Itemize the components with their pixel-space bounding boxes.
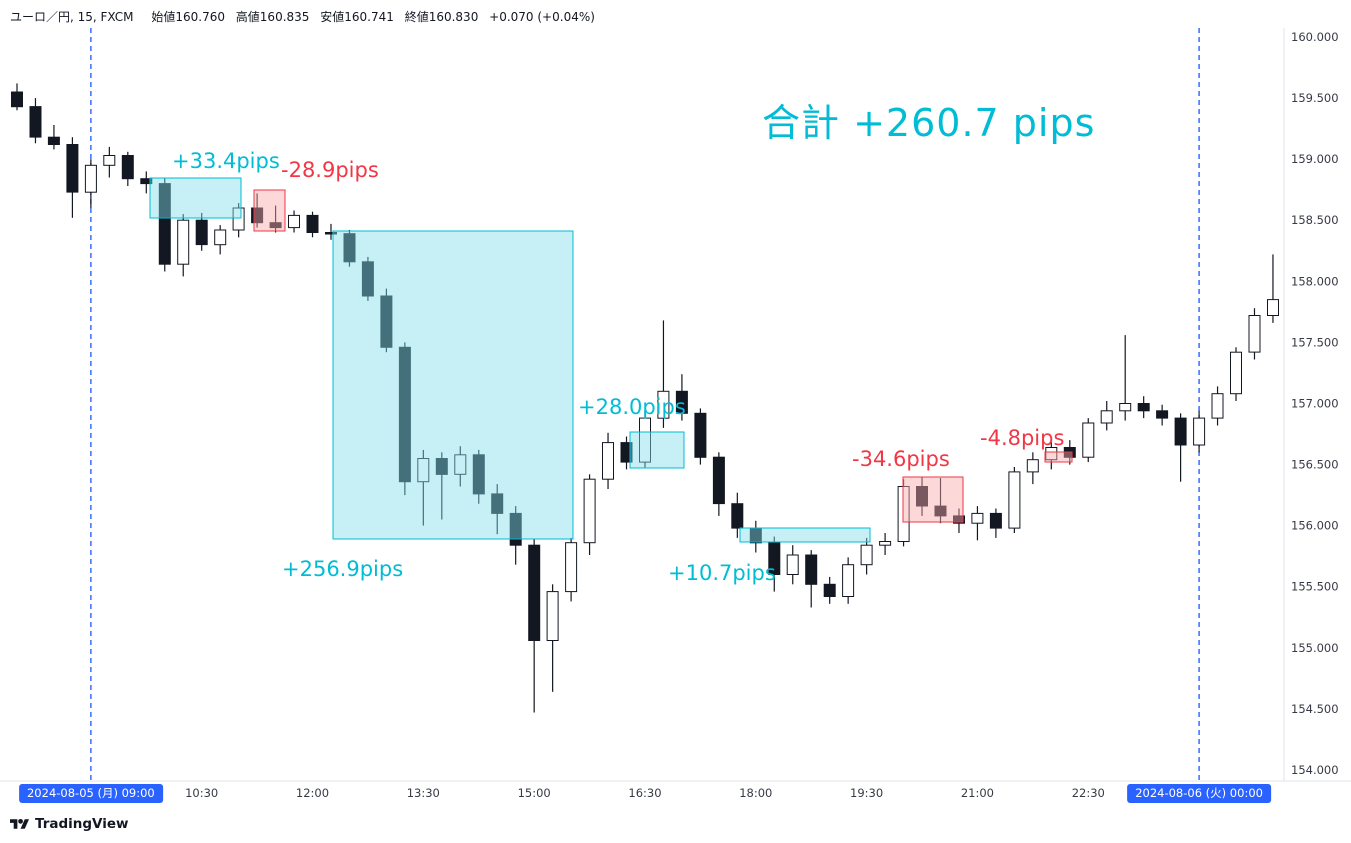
price-axis-label[interactable]: 159.000 bbox=[1291, 152, 1339, 166]
time-axis-label[interactable]: 18:00 bbox=[739, 786, 772, 800]
tradingview-attribution[interactable]: TradingView bbox=[10, 816, 129, 832]
trade-zone-rect bbox=[1044, 451, 1073, 463]
price-axis-label[interactable]: 156.000 bbox=[1291, 519, 1339, 533]
time-axis-label[interactable]: 16:30 bbox=[628, 786, 661, 800]
pips-label: +28.0pips bbox=[578, 395, 686, 419]
time-axis-label[interactable]: 12:00 bbox=[296, 786, 329, 800]
trade-zone-rect bbox=[739, 527, 871, 543]
time-axis-label[interactable]: 19:30 bbox=[850, 786, 883, 800]
close-value: 終値160.830 bbox=[404, 10, 479, 24]
chart-header: ユーロ／円, 15, FXCM 始値160.760 高値160.835 安値16… bbox=[10, 8, 602, 25]
pips-label: -28.9pips bbox=[281, 158, 379, 182]
price-axis-label[interactable]: 159.500 bbox=[1291, 91, 1339, 105]
trade-zone-rect bbox=[332, 230, 574, 540]
trade-zone-rect bbox=[149, 177, 242, 219]
time-axis-label[interactable]: 15:00 bbox=[518, 786, 551, 800]
price-axis-label[interactable]: 157.000 bbox=[1291, 397, 1339, 411]
change-value: +0.070 (+0.04%) bbox=[489, 10, 595, 24]
time-axis-label[interactable]: 21:00 bbox=[961, 786, 994, 800]
total-pips-label: 合計 +260.7 pips bbox=[762, 101, 1096, 145]
pips-label: +256.9pips bbox=[282, 557, 403, 581]
price-axis-label[interactable]: 154.500 bbox=[1291, 702, 1339, 716]
price-axis-label[interactable]: 155.000 bbox=[1291, 641, 1339, 655]
low-value: 安値160.741 bbox=[320, 10, 394, 24]
price-axis-label[interactable]: 156.500 bbox=[1291, 458, 1339, 472]
date-badge: 2024-08-06 (火) 00:00 bbox=[1127, 784, 1271, 803]
time-axis[interactable]: 10:30 12:00 13:30 15:00 16:30 18:00 19:30 21:00… bbox=[185, 786, 1105, 800]
price-axis-label[interactable]: 160.000 bbox=[1291, 30, 1339, 44]
tradingview-logo-icon bbox=[10, 817, 29, 832]
pips-label: -34.6pips bbox=[852, 447, 950, 471]
trade-zone-rect bbox=[629, 431, 685, 469]
trade-zone-rect bbox=[253, 189, 286, 232]
time-axis-label[interactable]: 10:30 bbox=[185, 786, 218, 800]
price-axis-label[interactable]: 158.500 bbox=[1291, 213, 1339, 227]
time-axis-label[interactable]: 22:30 bbox=[1072, 786, 1105, 800]
price-axis[interactable]: 160.000 159.500 159.000 158.500 158.000 157.5… bbox=[1291, 30, 1339, 777]
trade-zone-rect bbox=[902, 476, 964, 523]
candles bbox=[11, 83, 1279, 713]
price-axis-label[interactable]: 157.500 bbox=[1291, 335, 1339, 349]
symbol-info: ユーロ／円, 15, FXCM bbox=[10, 10, 134, 24]
price-axis-label[interactable]: 154.000 bbox=[1291, 763, 1339, 777]
price-axis-label[interactable]: 155.500 bbox=[1291, 580, 1339, 594]
pips-label: -4.8pips bbox=[980, 426, 1064, 450]
open-value: 始値160.760 bbox=[151, 10, 225, 24]
time-axis-label[interactable]: 13:30 bbox=[407, 786, 440, 800]
high-value: 高値160.835 bbox=[235, 10, 310, 24]
tradingview-logo-text: TradingView bbox=[35, 816, 129, 832]
pips-label: +10.7pips bbox=[668, 561, 776, 585]
pips-label: +33.4pips bbox=[172, 149, 280, 173]
price-axis-label[interactable]: 158.000 bbox=[1291, 274, 1339, 288]
date-badge: 2024-08-05 (月) 09:00 bbox=[18, 784, 163, 803]
